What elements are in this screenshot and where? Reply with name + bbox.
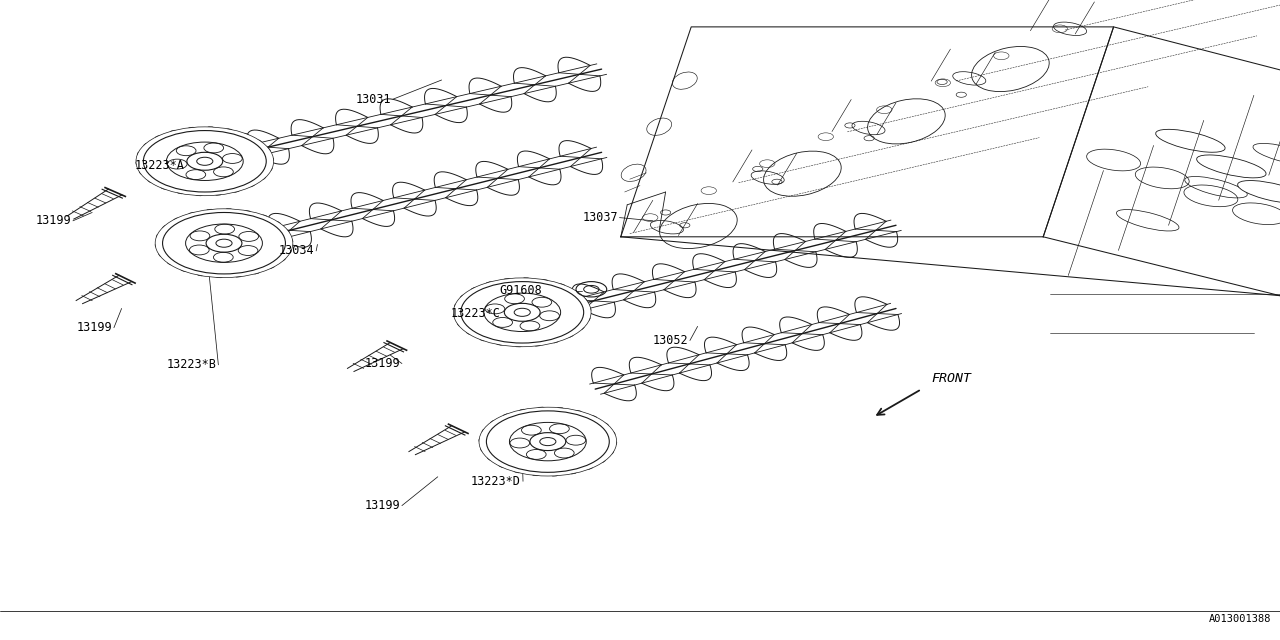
Text: 13037: 13037 xyxy=(582,211,618,224)
Text: 13223*D: 13223*D xyxy=(471,475,521,488)
Text: 13031: 13031 xyxy=(356,93,392,106)
Circle shape xyxy=(155,209,293,278)
Ellipse shape xyxy=(1156,129,1225,152)
Text: FRONT: FRONT xyxy=(932,372,972,385)
Text: 13199: 13199 xyxy=(365,357,401,370)
Ellipse shape xyxy=(1197,155,1266,178)
Text: 13199: 13199 xyxy=(365,499,401,512)
Text: 13199: 13199 xyxy=(77,321,113,334)
Circle shape xyxy=(136,127,274,196)
Ellipse shape xyxy=(1238,180,1280,204)
Text: 13223*A: 13223*A xyxy=(134,159,184,172)
Circle shape xyxy=(453,278,591,347)
Text: 13199: 13199 xyxy=(36,214,72,227)
Text: A013001388: A013001388 xyxy=(1208,614,1271,624)
Text: G91608: G91608 xyxy=(499,284,541,297)
Circle shape xyxy=(479,407,617,476)
Text: 13034: 13034 xyxy=(279,244,315,257)
Text: 13223*C: 13223*C xyxy=(451,307,500,320)
Text: 13223*B: 13223*B xyxy=(166,358,216,371)
Text: 13052: 13052 xyxy=(653,334,689,347)
